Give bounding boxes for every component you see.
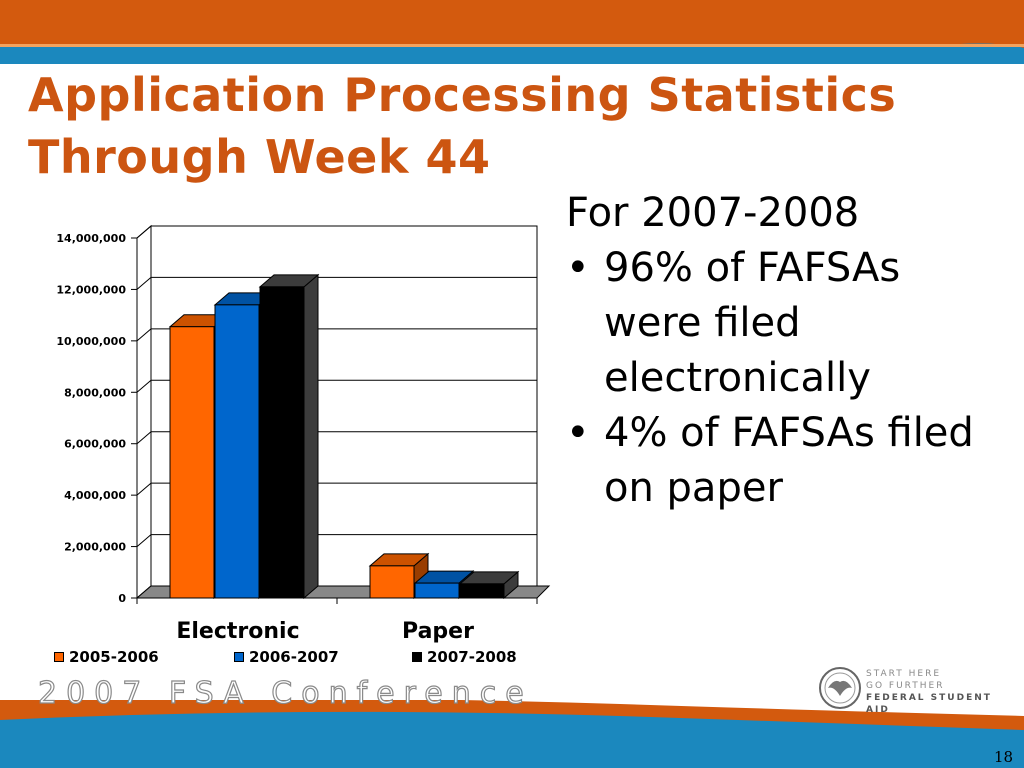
legend-label-2007-2008: 2007-2008 [427, 648, 517, 666]
gridline-3 [136, 431, 537, 445]
bar-paper-2007-2008 [459, 583, 505, 599]
x-category-label-1: Paper [402, 619, 474, 644]
gridline-5 [136, 328, 537, 342]
bar-electronic-2006-2007 [214, 304, 260, 599]
logo-line-2: GO FURTHER [866, 681, 945, 691]
bar-side-0-2 [303, 273, 319, 600]
y-tick-label-4: 8,000,000 [64, 386, 126, 399]
y-tick-label-7: 14,000,000 [56, 232, 126, 245]
y-tick-label-5: 10,000,000 [56, 335, 126, 348]
bullet-heading: For 2007-2008 [566, 190, 860, 236]
bottom-band [0, 700, 1024, 768]
bar-paper-2006-2007 [414, 582, 460, 599]
bar-paper-2005-2006 [369, 565, 415, 599]
bar-electronic-2007-2008 [259, 286, 305, 599]
y-tick-label-1: 2,000,000 [64, 541, 126, 554]
title-line-1: Application Processing Statistics [28, 68, 897, 122]
y-tick-label-3: 6,000,000 [64, 438, 126, 451]
legend-label-2006-2007: 2006-2007 [249, 648, 339, 666]
bullet-item-electronic: 96% of FAFSAs were filed electronically [566, 241, 1006, 406]
gridline-6 [136, 276, 537, 290]
x-category-label-0: Electronic [176, 619, 299, 644]
logo-line-3: FEDERAL STUDENT AID [866, 693, 992, 715]
gridline-4 [136, 379, 537, 393]
bullet-list: 96% of FAFSAs were filed electronically … [566, 241, 1006, 516]
y-tick-label-0: 0 [118, 592, 126, 605]
bar-chart: 0 2,000,000 4,000,000 6,000,000 8,000,000 10,… [56, 224, 551, 644]
chart-legend: 2005-2006 2006-2007 2007-2008 [54, 648, 554, 668]
title-line-2: Through Week 44 [28, 130, 491, 184]
top-blue-band [0, 0, 1024, 64]
fsa-logo: START HERE GO FURTHER FEDERAL STUDENT AI… [818, 666, 1018, 715]
logo-lettering: START HERE GO FURTHER FEDERAL STUDENT AI… [866, 668, 1018, 716]
legend-swatch-2006-2007 [234, 652, 244, 662]
gridline-1 [136, 534, 537, 547]
bar-electronic-2005-2006 [169, 326, 215, 599]
gridline-7 [136, 225, 537, 239]
page-number: 18 [994, 748, 1014, 766]
bullet-panel: For 2007-2008 96% of FAFSAs were filed e… [566, 186, 1006, 516]
y-tick-label-2: 4,000,000 [64, 489, 126, 502]
logo-line-1: START HERE [866, 669, 942, 679]
legend-item-2006-2007: 2006-2007 [234, 648, 339, 666]
y-tick-label-6: 12,000,000 [56, 283, 126, 296]
legend-item-2005-2006: 2005-2006 [54, 648, 159, 666]
legend-label-2005-2006: 2005-2006 [69, 648, 159, 666]
legend-item-2007-2008: 2007-2008 [412, 648, 517, 666]
eagle-seal-icon [819, 667, 861, 709]
gridline-2 [136, 482, 537, 496]
legend-swatch-2005-2006 [54, 652, 64, 662]
chart-side-wall [136, 224, 152, 600]
slide-title: Application Processing Statistics Throug… [28, 64, 896, 188]
bullet-item-paper: 4% of FAFSAs filed on paper [566, 406, 1006, 516]
conference-footer-text: 2007 FSA Conference [37, 675, 533, 711]
legend-swatch-2007-2008 [412, 652, 422, 662]
